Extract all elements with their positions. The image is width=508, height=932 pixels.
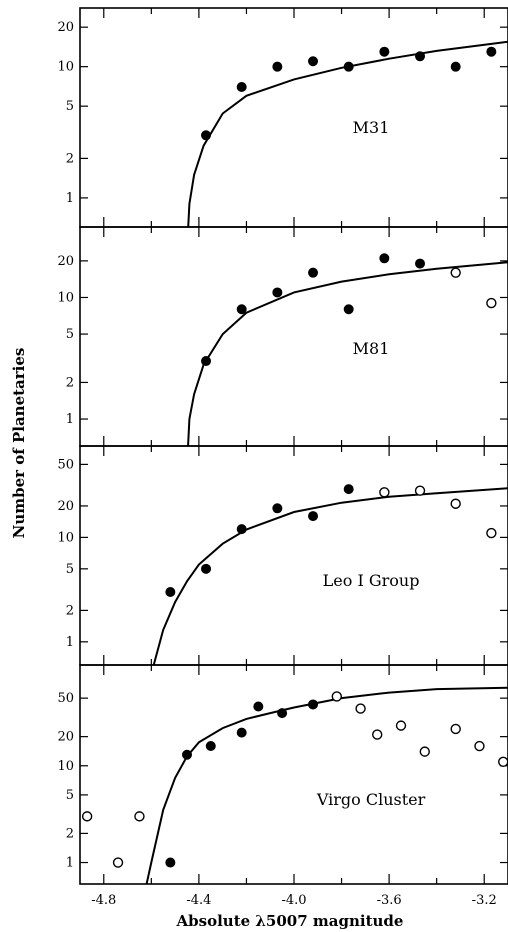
y-tick-label: 20	[57, 254, 74, 269]
y-tick-label: 1	[66, 191, 74, 206]
data-point-filled	[272, 287, 283, 298]
fit-curve	[145, 686, 508, 884]
data-point-open	[81, 811, 93, 822]
data-point-filled	[236, 524, 247, 535]
data-point-filled	[236, 727, 247, 738]
data-point-filled	[201, 356, 212, 367]
data-point-filled	[308, 511, 319, 522]
data-point-filled	[343, 304, 354, 315]
data-point-open	[134, 811, 145, 822]
panel-label: M81	[353, 339, 390, 358]
data-point-filled	[272, 503, 283, 514]
y-axis-title: Number of Planetaries	[10, 348, 28, 539]
data-point-filled	[201, 563, 212, 574]
data-point-filled	[379, 253, 390, 264]
panel-label: Virgo Cluster	[316, 790, 426, 809]
y-tick-label: 5	[66, 562, 74, 577]
data-point-open	[486, 527, 497, 539]
y-tick-label: 5	[66, 788, 74, 803]
panel-frame	[79, 7, 508, 228]
data-point-filled	[415, 258, 426, 269]
y-tick-label: 20	[57, 730, 74, 745]
data-point-filled	[253, 701, 264, 712]
data-point-filled	[308, 56, 319, 67]
data-point-open	[474, 740, 485, 752]
panel-frame	[79, 226, 508, 447]
y-tick-label: 50	[57, 691, 74, 706]
x-tick-labels: -4.8 -4.4 -4.0 -3.6 -3.2	[91, 893, 497, 908]
data-point-filled	[379, 46, 390, 57]
panel-1: 1 2 5 10 20 M31	[57, 7, 508, 228]
data-point-open	[450, 267, 461, 278]
fit-curve	[187, 261, 508, 446]
panel-3: 1 2 5 10 20 50 Leo I Group	[57, 445, 508, 666]
data-point-filled	[277, 708, 288, 719]
data-point-filled	[182, 749, 192, 760]
data-point-filled	[236, 81, 247, 92]
y-tick-label: 2	[66, 603, 74, 618]
y-tick-label: 2	[66, 151, 74, 166]
fit-curve	[152, 487, 508, 665]
y-tick-label: 10	[57, 290, 74, 305]
data-point-open	[498, 756, 508, 767]
data-point-open	[414, 485, 426, 496]
x-tick-label: -3.6	[377, 893, 402, 908]
y-tick-label: 2	[66, 826, 74, 841]
data-point-filled	[450, 61, 461, 72]
panel-frame	[79, 445, 508, 666]
data-point-open	[419, 746, 430, 757]
y-tick-label: 1	[66, 635, 74, 650]
data-point-open	[372, 729, 383, 740]
panel-frame	[79, 664, 508, 885]
data-point-filled	[165, 857, 176, 868]
x-tick-label: -4.0	[281, 893, 306, 908]
data-point-open	[112, 857, 124, 868]
data-point-open	[395, 720, 407, 731]
y-tick-label: 20	[57, 499, 74, 514]
y-tick-label: 1	[66, 412, 74, 427]
panels-layer: 1 2 5 10 20 M31 1 2 5 10 20 M81 1 2 5 10 20 50 Leo I Group…	[57, 7, 508, 885]
panel-4: 1 2 5 10 20 50 Virgo Cluster	[57, 664, 508, 885]
data-point-filled	[308, 267, 319, 278]
panel-2: 1 2 5 10 20 M81	[57, 226, 508, 447]
data-point-filled	[201, 130, 212, 141]
x-axis-title: Absolute λ5007 magnitude	[176, 912, 404, 930]
data-point-filled	[415, 51, 426, 62]
y-tick-label: 50	[57, 457, 74, 472]
data-point-filled	[343, 61, 354, 72]
y-tick-label: 2	[66, 375, 74, 390]
data-point-filled	[205, 741, 216, 752]
data-point-filled	[308, 699, 319, 710]
x-tick-label: -3.2	[472, 893, 497, 908]
data-point-open	[450, 723, 461, 735]
panel-label: M31	[353, 118, 390, 137]
data-point-open	[450, 498, 461, 509]
y-tick-label: 10	[57, 530, 74, 545]
data-point-filled	[343, 484, 354, 495]
y-tick-label: 20	[57, 20, 74, 35]
panel-label: Leo I Group	[323, 571, 420, 590]
y-tick-label: 5	[66, 327, 74, 342]
data-point-open	[379, 487, 390, 498]
data-point-filled	[165, 587, 176, 597]
data-point-filled	[486, 46, 497, 57]
data-point-open	[331, 691, 342, 702]
y-tick-label: 5	[66, 99, 74, 114]
data-point-filled	[236, 304, 247, 315]
data-point-filled	[272, 61, 283, 72]
y-tick-label: 10	[57, 60, 74, 75]
data-point-open	[355, 703, 366, 714]
x-tick-label: -4.4	[186, 893, 211, 908]
fit-curve	[187, 40, 508, 227]
x-tick-label: -4.8	[91, 893, 116, 908]
y-tick-label: 10	[57, 759, 74, 774]
data-point-open	[486, 297, 497, 309]
y-tick-label: 1	[66, 856, 74, 871]
